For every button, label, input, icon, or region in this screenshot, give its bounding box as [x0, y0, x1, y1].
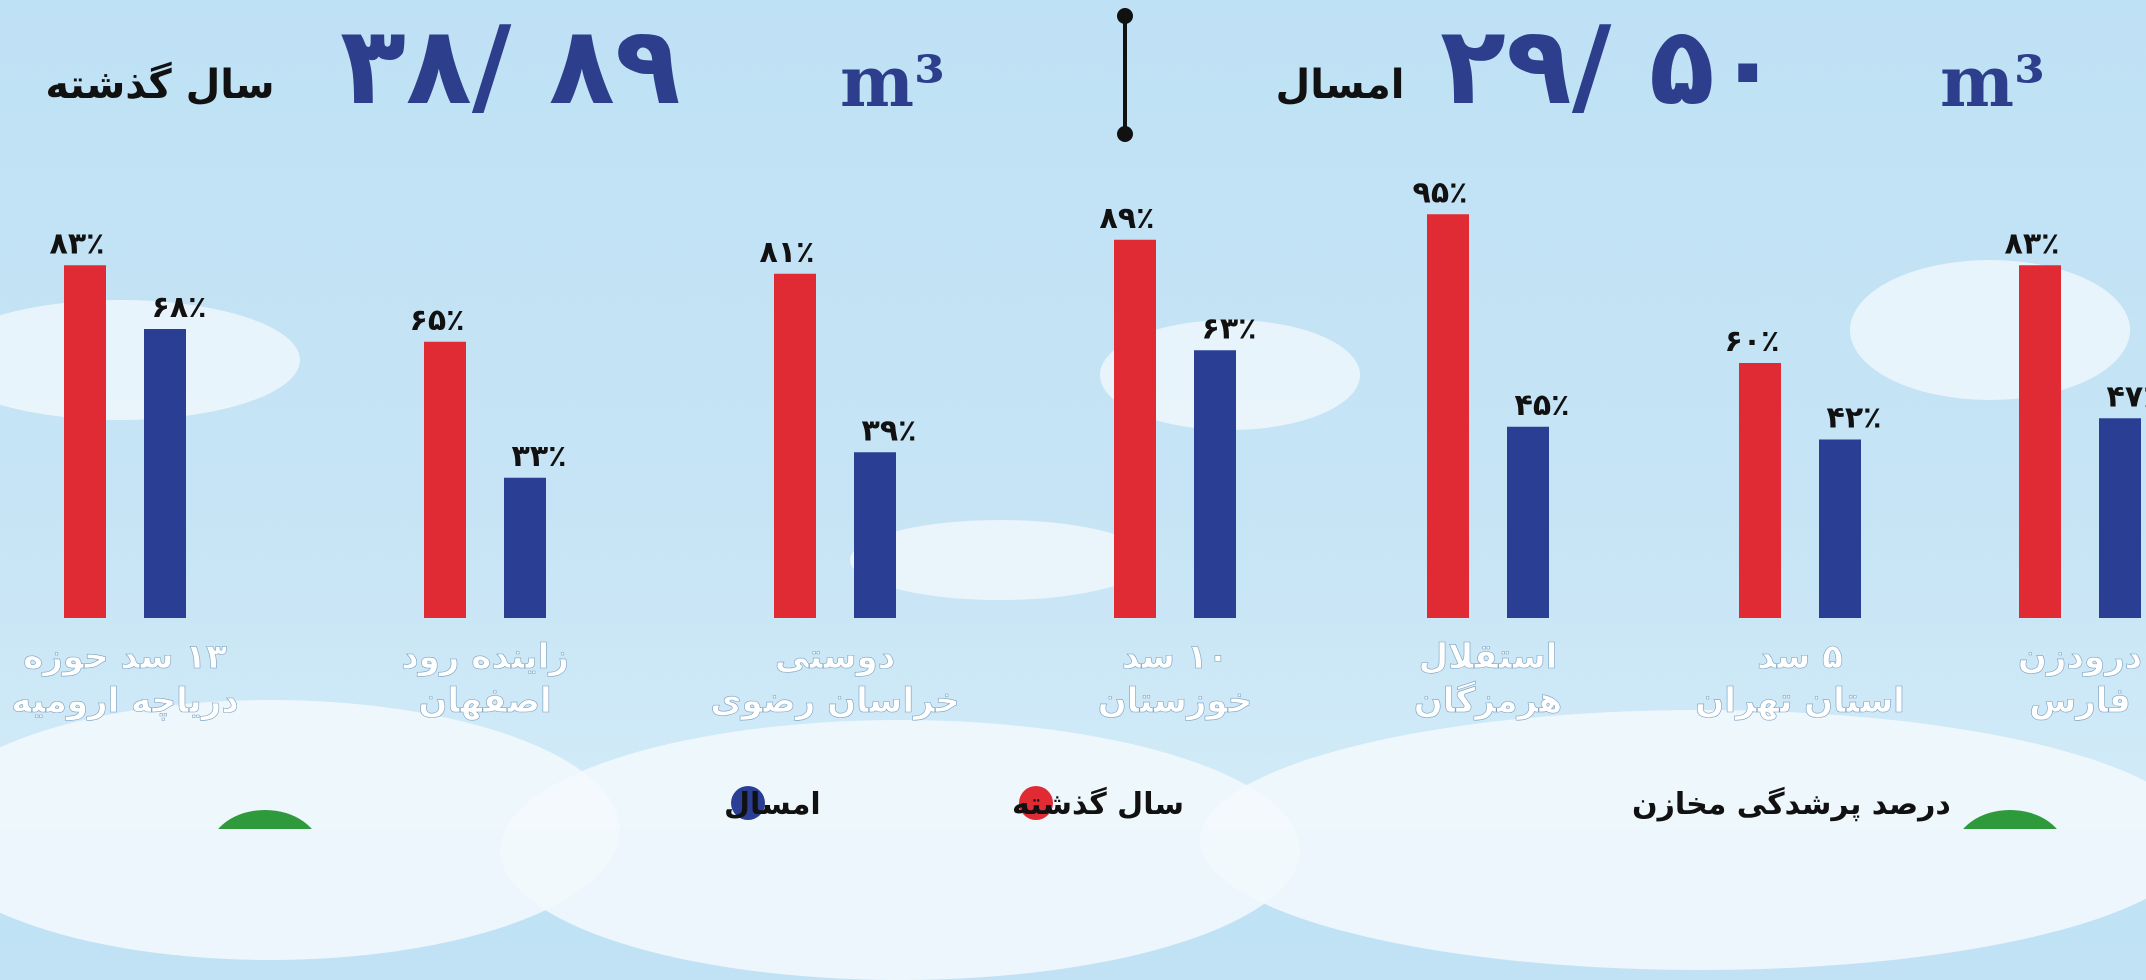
legend-title: درصد پرشدگی مخازن: [1632, 786, 1951, 822]
header-divider: [1123, 12, 1127, 132]
bar-last-year: [1739, 363, 1781, 618]
category-label: ۱۰ سد: [1122, 637, 1228, 677]
category-label: دریاچه ارومیه: [11, 681, 238, 721]
data-label-this-year: ۳۳٪: [512, 439, 567, 474]
legend-swatch-last-year: [1019, 786, 1053, 820]
category-label: ۵ سد: [1757, 637, 1843, 677]
bar-this-year: [2099, 418, 2141, 618]
category-label: دوستی: [775, 637, 895, 677]
data-label-this-year: ۶۸٪: [152, 290, 207, 325]
data-label-this-year: ۴۲٪: [1827, 401, 1882, 436]
bar-last-year: [424, 341, 466, 618]
data-label-last-year: ۸۱٪: [760, 235, 815, 270]
cloud-decoration: [1850, 260, 2130, 400]
bar-this-year: [504, 477, 546, 618]
bar-this-year: [1507, 426, 1549, 618]
legend-swatch-this-year: [731, 786, 765, 820]
data-label-last-year: ۹۵٪: [1413, 175, 1468, 210]
data-label-this-year: ۳۹٪: [862, 413, 917, 448]
category-label: خوزستان: [1098, 681, 1253, 721]
legend-label-this-year: امسال: [724, 787, 821, 822]
decor-green-shape: [1963, 810, 2057, 829]
bar-last-year: [1427, 214, 1469, 618]
data-label-this-year: ۶۳٪: [1202, 311, 1257, 346]
bar-last-year: [64, 265, 106, 618]
category-label: خراسان رضوی: [710, 681, 959, 721]
cloud-decoration: [850, 520, 1150, 600]
category-label: استان تهران: [1695, 681, 1905, 721]
this-year-total: امسال ۲۹/ ۵۰ m³: [1200, 0, 2140, 150]
data-label-last-year: ۶۰٪: [1725, 324, 1780, 359]
this-year-total-label: امسال: [1275, 62, 1405, 108]
bar-last-year: [2019, 265, 2061, 618]
header-divider-dot-top: [1117, 8, 1133, 24]
category-label: اصفهان: [418, 681, 551, 721]
data-label-last-year: ۶۵٪: [410, 303, 465, 338]
bar-last-year: [1114, 239, 1156, 618]
data-label-last-year: ۸۳٪: [2005, 226, 2060, 261]
header-divider-dot-bottom: [1117, 126, 1133, 142]
last-year-total-unit: m³: [840, 40, 945, 123]
bar-this-year: [144, 329, 186, 618]
data-label-this-year: ۴۷٪: [2107, 379, 2146, 414]
legend-label-last-year: سال گذشته: [1012, 786, 1184, 822]
category-label: درودزن: [2018, 637, 2142, 677]
category-label: ۱۳ سد حوزه: [23, 637, 227, 677]
decor-green-shape: [218, 810, 312, 829]
category-label: فارس: [2029, 681, 2131, 721]
category-label: استقلال: [1419, 637, 1558, 677]
data-label-last-year: ۸۳٪: [50, 226, 105, 261]
data-label-last-year: ۸۹٪: [1100, 201, 1155, 236]
bar-this-year: [1819, 439, 1861, 618]
bar-this-year: [854, 452, 896, 618]
category-label: هرمزگان: [1414, 681, 1562, 721]
bar-this-year: [1194, 350, 1236, 618]
this-year-total-unit: m³: [1940, 40, 2045, 123]
bar-last-year: [774, 273, 816, 618]
this-year-total-value: ۲۹/ ۵۰: [1440, 4, 1781, 129]
category-label: زاینده رود: [401, 637, 569, 677]
last-year-total-value: ۳۸/ ۸۹: [340, 4, 681, 129]
last-year-total: سال گذشته ۳۸/ ۸۹ m³: [10, 0, 1100, 150]
data-label-this-year: ۴۵٪: [1515, 388, 1570, 423]
last-year-total-label: سال گذشته: [45, 62, 275, 108]
